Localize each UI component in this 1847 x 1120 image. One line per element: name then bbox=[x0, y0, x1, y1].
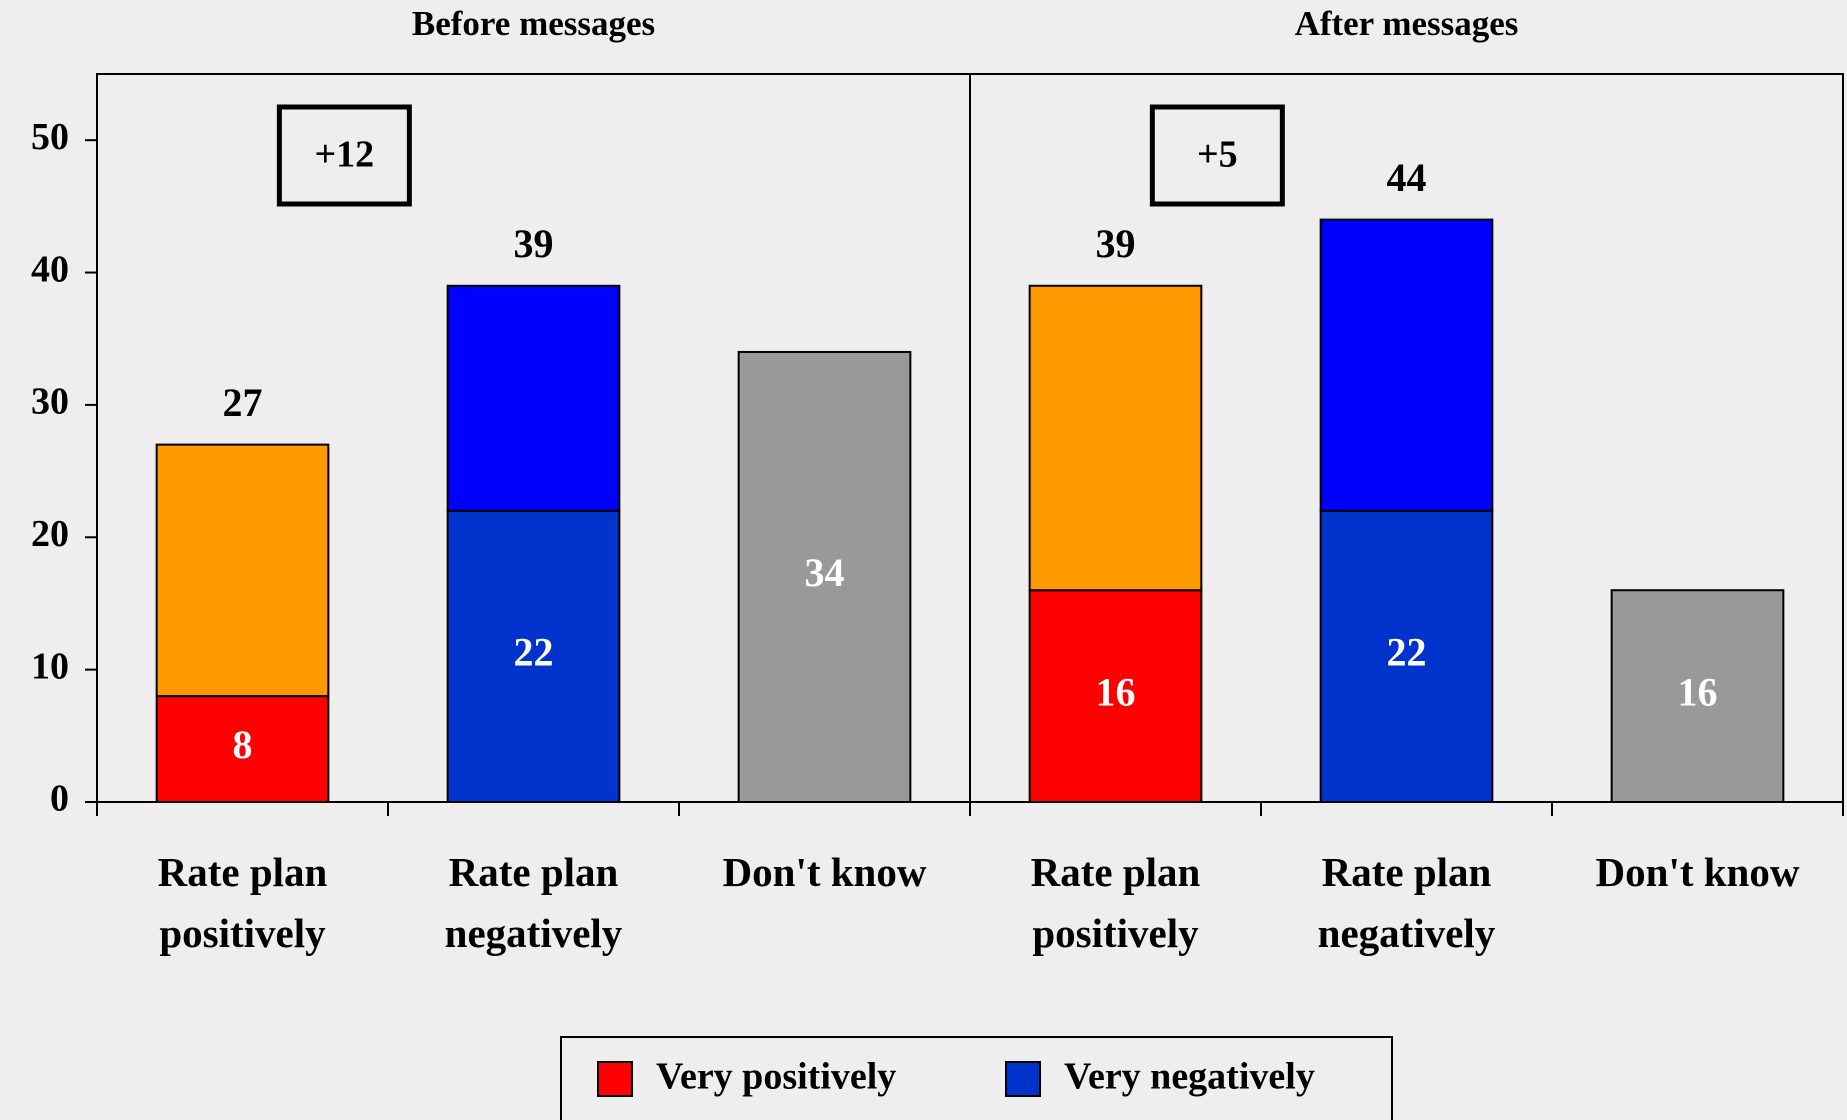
data-label: 34 bbox=[805, 550, 845, 595]
y-tick-label: 20 bbox=[31, 513, 69, 555]
y-tick-label: 30 bbox=[31, 381, 69, 423]
total-label: 39 bbox=[1096, 221, 1136, 266]
legend-box bbox=[560, 1036, 1393, 1120]
bar-segment bbox=[737, 350, 912, 803]
data-label: 22 bbox=[1387, 630, 1427, 675]
bar-segment bbox=[1610, 589, 1785, 804]
bar-segment bbox=[446, 509, 621, 803]
data-label: 22 bbox=[514, 630, 554, 675]
y-tick-label: 0 bbox=[50, 778, 69, 820]
annotation: +5 bbox=[1197, 134, 1238, 176]
annotation: +12 bbox=[315, 134, 375, 176]
panel-title: After messages bbox=[1295, 4, 1519, 43]
legend-label: Very positively bbox=[656, 1056, 896, 1098]
bar-segment bbox=[1028, 589, 1203, 804]
total-label: 44 bbox=[1387, 155, 1427, 200]
x-tick-label: Don't know bbox=[1595, 849, 1800, 895]
total-label: 39 bbox=[514, 221, 554, 266]
y-tick-label: 50 bbox=[31, 116, 69, 158]
y-tick-label: 10 bbox=[31, 645, 69, 687]
annotation-box bbox=[276, 104, 412, 207]
bar-segment bbox=[1028, 284, 1203, 592]
panel-title: Before messages bbox=[412, 4, 655, 43]
bar-segment bbox=[1319, 509, 1494, 803]
data-label: 8 bbox=[233, 722, 253, 767]
legend-swatch bbox=[597, 1061, 633, 1097]
x-tick-label: Rate plan positively bbox=[157, 849, 328, 956]
legend-label: Very negatively bbox=[1064, 1056, 1315, 1098]
x-tick-label: Don't know bbox=[722, 849, 927, 895]
y-tick-label: 40 bbox=[31, 248, 69, 290]
legend-swatch bbox=[1005, 1061, 1041, 1097]
data-label: 16 bbox=[1678, 669, 1718, 714]
bar-segment bbox=[446, 284, 621, 512]
annotation-box bbox=[1149, 104, 1285, 207]
bar-segment bbox=[1319, 218, 1494, 512]
bar-segment bbox=[155, 443, 330, 698]
total-label: 27 bbox=[223, 380, 263, 425]
x-tick-label: Rate plan negatively bbox=[444, 849, 623, 956]
data-label: 16 bbox=[1096, 669, 1136, 714]
x-tick-label: Rate plan negatively bbox=[1317, 849, 1496, 956]
x-tick-label: Rate plan positively bbox=[1030, 849, 1201, 956]
